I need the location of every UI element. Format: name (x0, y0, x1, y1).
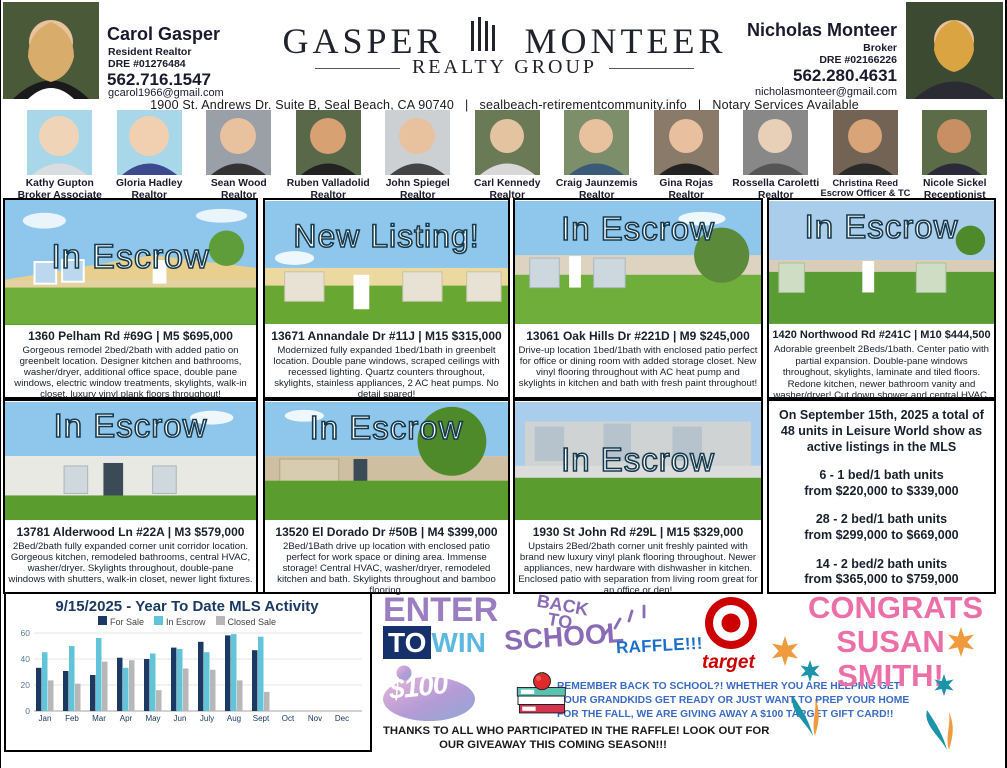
svg-text:Nov: Nov (308, 714, 322, 723)
svg-text:May: May (145, 714, 160, 723)
svg-text:Oct: Oct (282, 714, 295, 723)
svg-text:Mar: Mar (92, 714, 106, 723)
svg-text:60: 60 (21, 629, 31, 638)
svg-text:0: 0 (25, 706, 30, 716)
svg-text:20: 20 (21, 680, 31, 690)
svg-text:Jan: Jan (39, 714, 52, 723)
svg-text:Dec: Dec (335, 714, 349, 723)
svg-text:July: July (200, 714, 214, 723)
svg-text:Aug: Aug (227, 714, 241, 723)
svg-text:Feb: Feb (65, 714, 79, 723)
svg-text:Jun: Jun (174, 714, 187, 723)
svg-text:40: 40 (21, 654, 31, 664)
svg-text:Apr: Apr (120, 714, 133, 723)
svg-text:Sept: Sept (253, 714, 270, 723)
